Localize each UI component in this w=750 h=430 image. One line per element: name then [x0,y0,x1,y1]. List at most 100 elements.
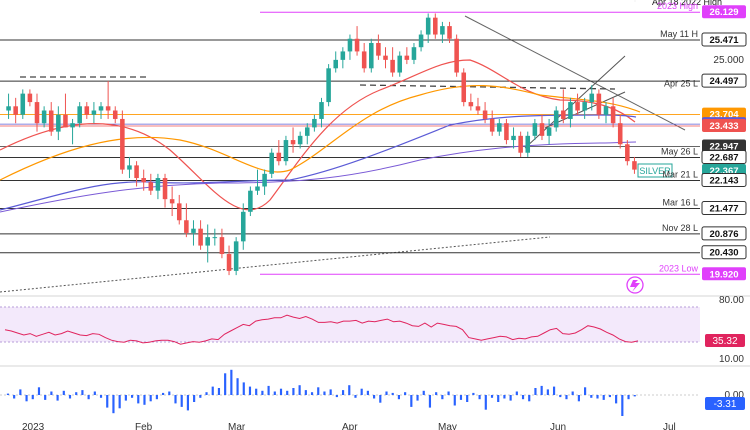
macd-bar [180,395,183,407]
candle-body [127,165,132,170]
candle-body [191,228,196,233]
candle-body [361,51,367,69]
ma-long-line [0,114,637,211]
macd-bar [292,388,295,395]
macd-bar [50,391,53,395]
macd-bar [552,386,556,395]
macd-bar [435,392,438,395]
level-label-9: May 26 L [661,146,698,156]
macd-bar [137,395,140,404]
candlesticks [6,13,637,276]
candle-body [461,72,467,103]
candle-body [134,165,139,179]
macd-bar [143,395,146,405]
macd-current-badge [705,397,745,410]
macd-bar [25,395,28,402]
candle-body [568,102,573,119]
macd-bar [273,391,276,395]
level-price-badge-14 [701,245,747,260]
candle-body [518,135,523,153]
candle-body [198,228,203,246]
level-price-text-5: 23.704 [709,110,739,121]
candle-body [297,135,303,145]
macd-bar [323,391,326,395]
candle-body [269,152,274,174]
macd-bar [348,385,351,395]
macd-bar [31,395,34,400]
candle-body [546,127,552,136]
candle-body [575,102,580,111]
macd-bar [236,378,239,395]
macd-bar [13,395,16,399]
candle-body [141,178,146,183]
macd-bar [68,395,72,399]
macd-bar [118,395,121,409]
candle-body [625,144,630,162]
candle-body [34,102,40,124]
candle-body [312,118,317,128]
candle-body [404,55,410,60]
x-label-mar: Mar [228,422,246,430]
macd-bar [186,395,190,411]
candle-body [440,26,445,35]
candle-body [333,59,339,69]
rsi-tick-10: 10.00 [719,354,744,365]
candle-body [120,118,125,170]
x-label-feb: Feb [135,422,153,430]
candle-body [262,173,267,187]
macd-bar [329,389,332,395]
candle-body [553,110,559,128]
candle-body [70,123,75,128]
x-label-jun: Jun [550,422,566,430]
level-label-2: May 11 H [660,29,698,39]
macd-bar [193,395,196,402]
time-axis[interactable]: 2023 Feb Mar Apr May Jun Jul [22,422,676,430]
macd-histogram [6,369,636,416]
macd-bar [106,395,109,408]
candle-body [84,106,90,115]
candle-body [276,152,282,162]
x-label-apr: Apr [342,422,358,430]
macd-bar [360,388,363,395]
tradingview-logo-icon [626,276,644,294]
macd-bar [124,395,127,401]
macd-bar [317,387,320,395]
level-price-text-7: 23.433 [709,121,738,132]
level-price-badge-1 [702,5,746,19]
candle-body [248,190,253,212]
level-price-badge-13 [701,226,747,241]
level-label-15: 2023 Low [659,263,699,273]
candle-body [497,123,502,132]
candle-body [148,182,154,191]
macd-bar [397,395,401,400]
macd-bar [19,389,22,395]
level-price-badge-8 [702,139,746,153]
macd-bar [267,385,270,395]
candle-body [184,220,189,233]
macd-bar [459,395,463,400]
macd-bar [112,395,115,414]
macd-bar [466,395,469,402]
macd-bar [590,395,593,398]
candle-body [617,123,623,145]
candle-body [390,59,395,73]
ma-mid-line [0,84,641,181]
candle-body [561,110,566,119]
macd-bar [366,390,369,395]
macd-bar [373,395,376,399]
macd-bar [261,390,264,395]
level-price-text-8: 22.947 [709,142,738,153]
level-price-badge-2 [701,32,747,47]
level-price-text-3: 24.497 [709,76,738,87]
macd-bar [559,395,562,398]
macd-bar [577,395,580,402]
silver-tag [637,163,673,178]
candle-body [98,106,104,111]
macd-bar [217,388,221,395]
macd-bar [286,390,289,395]
macd-bar [428,395,432,408]
candle-body [610,106,616,124]
level-price-text-13: 20.876 [709,229,738,240]
macd-bar [174,395,177,404]
